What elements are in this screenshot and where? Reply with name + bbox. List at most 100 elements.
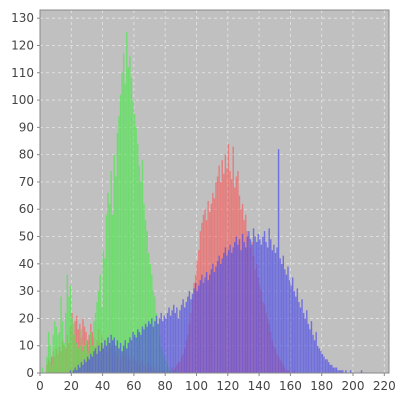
blue-channel-bar <box>191 293 194 373</box>
blue-channel-bar <box>290 285 292 373</box>
blue-channel-bar <box>126 348 128 373</box>
blue-channel-bar <box>72 370 75 373</box>
green-channel-bar <box>79 345 81 373</box>
blue-channel-bar <box>277 149 280 373</box>
blue-channel-bar <box>340 370 342 373</box>
green-channel-bar <box>93 321 95 373</box>
blue-channel-bar <box>291 277 294 373</box>
blue-channel-bar <box>295 296 297 373</box>
blue-channel-series <box>69 149 363 373</box>
blue-channel-bar <box>210 269 213 373</box>
blue-channel-bar <box>257 233 259 373</box>
blue-channel-bar <box>219 263 222 373</box>
blue-channel-bar <box>342 370 344 373</box>
green-channel-bar <box>141 160 144 373</box>
blue-channel-bar <box>96 353 98 373</box>
red-channel-bar <box>50 356 53 373</box>
blue-channel-bar <box>338 370 341 373</box>
green-channel-bar <box>104 258 106 373</box>
blue-channel-bar <box>202 282 205 373</box>
blue-channel-bar <box>310 321 313 373</box>
green-channel-bar <box>101 307 103 373</box>
green-channel-bar <box>97 291 100 373</box>
y-tick-label: 80 <box>19 148 34 162</box>
blue-channel-bar <box>127 342 130 373</box>
green-channel-bar <box>63 342 65 373</box>
blue-channel-bar <box>299 307 302 373</box>
blue-channel-bar <box>187 296 189 373</box>
blue-channel-bar <box>199 280 202 373</box>
blue-channel-bar <box>146 326 148 373</box>
blue-channel-bar <box>104 340 106 373</box>
y-tick-label: 130 <box>11 11 34 25</box>
blue-channel-bar <box>194 282 197 373</box>
blue-channel-bar <box>111 340 114 373</box>
green-channel-bar <box>75 342 78 373</box>
green-channel-bar <box>68 296 70 373</box>
blue-channel-bar <box>251 244 253 373</box>
blue-channel-bar <box>318 348 320 373</box>
blue-channel-bar <box>119 342 122 373</box>
blue-channel-bar <box>240 250 242 373</box>
green-channel-bar <box>55 326 58 373</box>
blue-channel-bar <box>133 334 136 373</box>
blue-channel-bar <box>152 326 155 373</box>
green-channel-bar <box>54 321 56 373</box>
blue-channel-bar <box>69 370 72 373</box>
green-channel-bar <box>130 78 133 373</box>
green-channel-bar <box>58 332 61 373</box>
blue-channel-bar <box>132 332 134 373</box>
green-channel-bar <box>94 312 97 373</box>
blue-channel-bar <box>190 299 192 373</box>
blue-channel-bar <box>304 318 306 373</box>
green-channel-bar <box>144 220 147 373</box>
blue-channel-bar <box>252 228 255 373</box>
blue-channel-bar <box>259 239 261 373</box>
blue-channel-bar <box>162 321 164 373</box>
blue-channel-bar <box>309 329 311 373</box>
blue-channel-bar <box>254 236 256 373</box>
blue-channel-bar <box>296 288 299 373</box>
blue-channel-bar <box>321 353 324 373</box>
blue-channel-bar <box>138 332 141 373</box>
y-tick-label: 10 <box>19 339 34 353</box>
blue-channel-bar <box>315 332 317 373</box>
blue-channel-bar <box>323 356 325 373</box>
blue-channel-bar <box>320 351 322 373</box>
blue-channel-bar <box>108 342 111 373</box>
blue-channel-bar <box>306 310 308 373</box>
blue-channel-bar <box>94 348 97 373</box>
x-tick-label: 80 <box>158 379 173 393</box>
green-channel-bar <box>41 367 43 373</box>
y-tick-label: 60 <box>19 202 34 216</box>
blue-channel-bar <box>212 263 214 373</box>
green-channel-bar <box>110 171 112 373</box>
green-channel-bar <box>149 263 151 373</box>
blue-channel-bar <box>262 236 264 373</box>
y-tick-label: 20 <box>19 311 34 325</box>
blue-channel-bar <box>349 370 352 373</box>
blue-channel-bar <box>147 321 150 373</box>
x-tick-label: 200 <box>342 379 365 393</box>
blue-channel-bar <box>234 241 236 373</box>
blue-channel-bar <box>284 269 286 373</box>
green-channel-bar <box>47 332 50 373</box>
green-channel-bar <box>60 296 62 373</box>
blue-channel-bar <box>137 329 139 373</box>
blue-channel-bar <box>279 258 281 373</box>
blue-channel-bar <box>209 274 211 373</box>
blue-channel-bar <box>129 337 131 373</box>
blue-channel-bar <box>121 351 123 373</box>
blue-channel-bar <box>97 345 100 373</box>
axes: 0 20 40 60 80 100 120 140 160 180 200 220 0 10 20 30 40 5… <box>11 11 396 393</box>
green-channel-bar <box>66 274 69 373</box>
blue-channel-bar <box>266 247 269 373</box>
blue-channel-bar <box>118 348 120 373</box>
blue-channel-bar <box>99 351 101 373</box>
blue-channel-bar <box>169 315 172 373</box>
blue-channel-bar <box>218 255 220 373</box>
blue-channel-bar <box>86 356 89 373</box>
blue-channel-bar <box>157 323 159 373</box>
blue-channel-bar <box>227 250 230 373</box>
